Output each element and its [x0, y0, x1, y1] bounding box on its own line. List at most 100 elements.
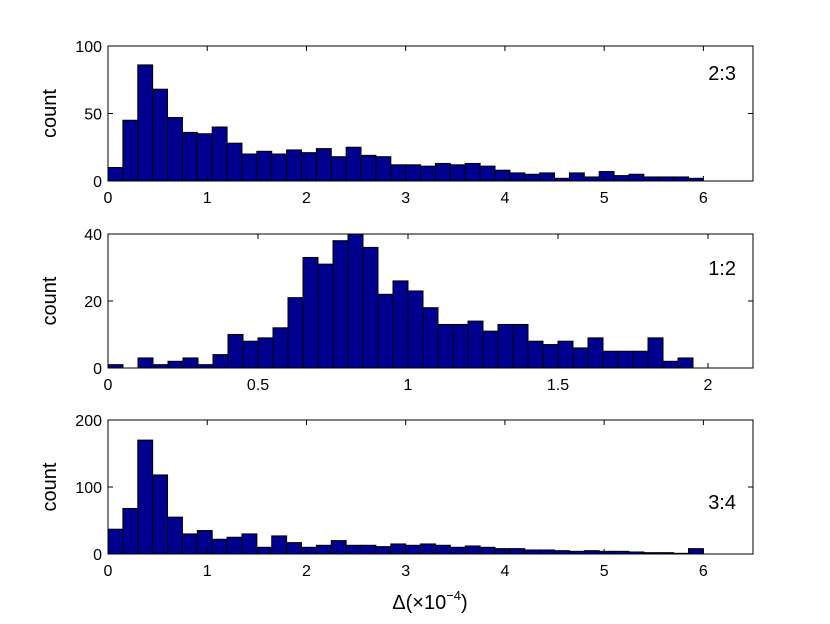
histogram-bar — [167, 516, 183, 555]
histogram-bar — [539, 549, 556, 555]
x-tick-label: 0 — [104, 377, 113, 394]
histogram-bar — [211, 538, 228, 555]
histogram-bar — [330, 156, 347, 182]
histogram-bar — [287, 297, 304, 369]
histogram-bar — [347, 233, 364, 369]
histogram-bar — [286, 149, 303, 182]
histogram-bar — [181, 533, 198, 555]
histogram-bar — [497, 323, 514, 369]
histogram-bar — [673, 176, 689, 182]
x-tick-label: 1 — [404, 377, 413, 394]
panel-ratio-annotation: 3:4 — [708, 492, 736, 514]
histogram-bar — [375, 546, 392, 555]
histogram-bar — [554, 550, 570, 555]
x-tick-label: 3 — [401, 563, 410, 580]
x-tick-label: 0 — [104, 190, 113, 207]
histogram-bar — [167, 117, 183, 182]
histogram-bar — [524, 549, 541, 555]
x-tick-label: 4 — [500, 190, 509, 207]
y-tick-label: 100 — [75, 480, 102, 497]
y-tick-label: 50 — [84, 107, 102, 124]
histogram-bar — [527, 340, 544, 369]
x-axis-label: Δ(×10−4) — [392, 588, 467, 614]
histogram-panel-1: 0 1 2 3 4 5 6 0 50 100 count 2:3 — [39, 39, 754, 207]
histogram-bar — [583, 176, 600, 182]
histogram-bar — [241, 153, 258, 182]
histogram-bar — [422, 307, 439, 369]
histogram-bar — [420, 165, 436, 182]
y-tick-label: 20 — [84, 294, 102, 311]
histogram-bar — [494, 169, 511, 182]
histogram-bar — [375, 156, 392, 182]
x-tick-label: 2 — [302, 563, 311, 580]
y-tick-label: 0 — [93, 547, 102, 564]
histogram-bar — [390, 543, 407, 555]
histogram-bar — [196, 530, 213, 555]
histogram-bar — [212, 354, 229, 369]
histogram-bar — [602, 350, 619, 369]
x-tick-label: 4 — [500, 563, 509, 580]
histogram-bar — [182, 357, 199, 369]
histogram-bar — [271, 535, 288, 555]
histogram-bar — [405, 164, 422, 182]
histogram-bar — [345, 146, 362, 182]
histogram-bar — [196, 133, 213, 182]
x-tick-label: 2 — [302, 190, 311, 207]
histogram-bar — [256, 546, 273, 555]
histogram-bar — [452, 323, 469, 369]
histogram-bar — [360, 544, 377, 555]
histogram-bar — [632, 350, 649, 369]
histogram-bar — [557, 340, 574, 369]
histogram-bar — [568, 172, 585, 182]
histogram-bar — [152, 88, 169, 182]
histogram-bar — [137, 64, 154, 182]
histogram-bar — [242, 340, 259, 369]
histogram-bar — [643, 176, 660, 182]
histogram-panel-3: 0 1 2 3 4 5 6 0 100 200 count 3:4 — [39, 413, 754, 580]
histogram-bar — [482, 330, 499, 369]
histogram-bar — [315, 544, 332, 555]
x-tick-label: 0.5 — [247, 377, 269, 394]
histogram-bar — [434, 544, 451, 555]
histogram-bar — [392, 280, 409, 369]
histogram-bar — [464, 162, 481, 182]
panel-ratio-annotation: 1:2 — [708, 258, 736, 280]
histogram-bar — [688, 548, 704, 555]
histogram-bar — [662, 360, 679, 369]
x-tick-label: 3 — [401, 190, 410, 207]
histogram-bar — [137, 439, 154, 555]
histogram-bar — [598, 171, 615, 182]
histogram-bar — [302, 256, 319, 369]
y-axis-label: count — [39, 462, 61, 511]
histogram-bar — [539, 172, 556, 182]
histogram-bar — [345, 544, 362, 555]
histogram-bar — [377, 293, 394, 369]
histogram-bar — [467, 320, 484, 369]
histogram-bar — [613, 175, 630, 182]
histogram-bar — [587, 337, 604, 369]
histogram-bar — [122, 119, 139, 182]
x-tick-label: 1 — [203, 563, 212, 580]
y-tick-label: 0 — [93, 361, 102, 378]
histogram-bar — [677, 357, 694, 369]
histogram-bar — [572, 347, 589, 369]
histogram-bar — [407, 290, 424, 369]
histogram-bar — [241, 533, 258, 555]
histogram-bar — [628, 173, 645, 182]
histogram-bar — [658, 176, 675, 182]
histogram-bar — [583, 550, 600, 555]
y-tick-label: 200 — [75, 413, 102, 430]
histogram-bar — [257, 337, 274, 369]
x-tick-label: 0 — [104, 563, 113, 580]
histogram-bar — [286, 542, 303, 555]
histogram-bar — [464, 545, 481, 555]
histogram-bar — [437, 323, 454, 369]
histogram-bar — [434, 162, 451, 182]
histogram-bar — [494, 548, 511, 555]
histogram-bar — [332, 240, 349, 369]
histogram-bar — [405, 544, 422, 555]
y-tick-label: 0 — [93, 174, 102, 191]
histogram-bar — [362, 246, 379, 369]
histogram-bar — [301, 152, 317, 182]
histogram-bar — [509, 548, 526, 555]
